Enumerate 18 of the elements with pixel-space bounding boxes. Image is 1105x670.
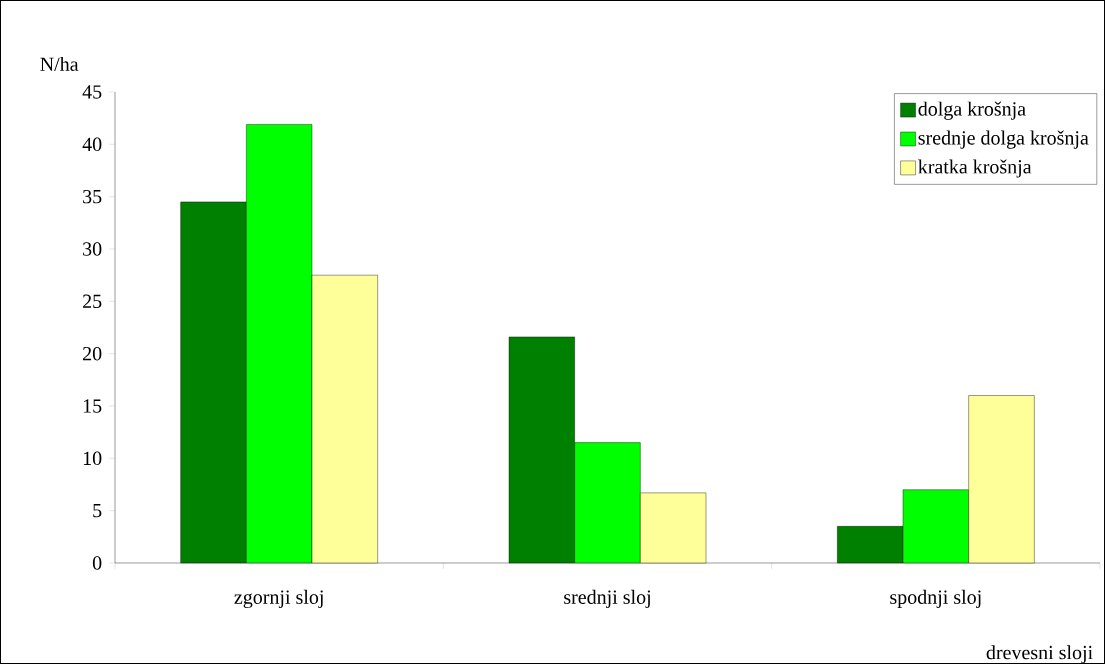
x-tick-label: srednji sloj	[564, 589, 650, 608]
y-tick-label: 0	[92, 556, 102, 570]
x-tick-label: zgornji sloj	[234, 589, 323, 609]
y-tick-label: 40	[82, 137, 102, 152]
y-tick-label: 30	[83, 242, 102, 256]
y-tick-label: 45	[82, 85, 102, 99]
y-tick-label: 10	[83, 451, 102, 466]
y-tick-label: 5	[93, 504, 102, 518]
y-tick-label: 35	[83, 189, 102, 204]
y-tick-label: 15	[83, 399, 102, 413]
legend-label: kratka krošnja	[918, 159, 1032, 178]
legend-label: dolga krošnja	[918, 101, 1026, 120]
x-tick-label: spodnji sloj	[890, 589, 981, 608]
x-axis-title: drevesni sloji	[986, 645, 1093, 664]
y-axis-title: N/ha	[40, 56, 79, 71]
legend-label: srednje dolga krošnja	[918, 130, 1089, 149]
y-tick-label: 25	[83, 294, 102, 309]
y-tick-label: 20	[83, 346, 102, 361]
